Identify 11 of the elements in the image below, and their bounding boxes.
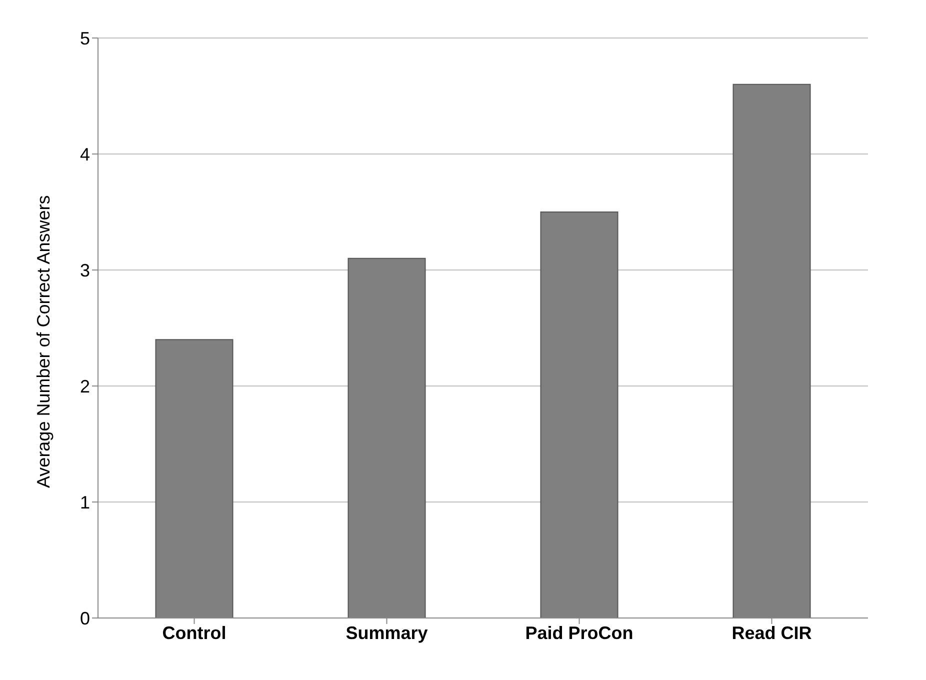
y-tick-label: 5: [80, 28, 90, 48]
y-tick-label: 4: [80, 144, 90, 164]
x-tick-label: Paid ProCon: [525, 622, 634, 643]
y-axis-title: Average Number of Correct Answers: [33, 195, 54, 488]
x-tick-label: Summary: [346, 622, 428, 643]
y-tick-label: 2: [80, 376, 90, 396]
y-tick-label: 3: [80, 260, 90, 280]
x-tick-label: Read CIR: [732, 622, 812, 643]
x-tick-label: Control: [162, 622, 226, 643]
y-tick-label: 1: [80, 492, 90, 512]
y-tick-label: 0: [80, 608, 90, 628]
